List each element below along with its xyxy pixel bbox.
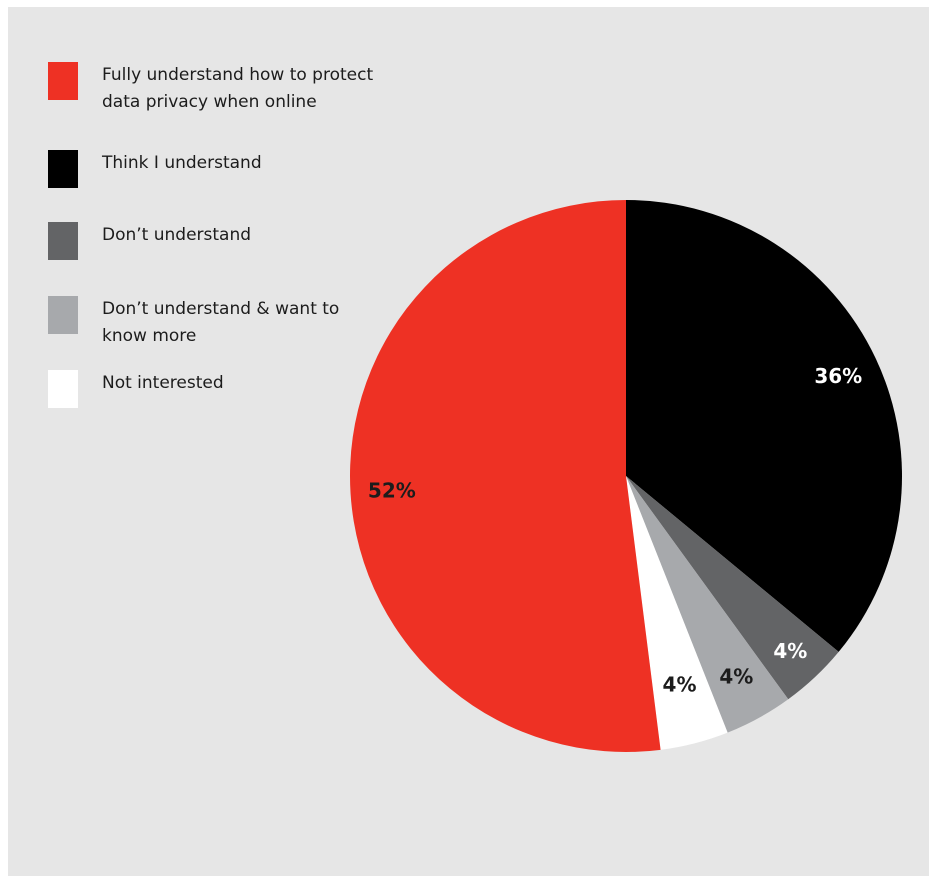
legend-item-want-to-know-more: Don’t understand & want to know more — [48, 296, 342, 350]
slice-think-understand — [626, 200, 902, 652]
legend-label: Fully understand how to protect data pri… — [102, 65, 374, 112]
legend-item-dont-understand: Don’t understand — [48, 222, 392, 260]
slice-want-to-know-more — [626, 476, 789, 733]
legend-label: Not interested — [102, 373, 224, 393]
label-want-to-know-more: 4% — [719, 665, 753, 689]
legend-label: Don’t understand & want to know more — [102, 299, 340, 346]
legend-swatch-white — [48, 370, 78, 408]
legend-item-think-understand: Think I understand — [48, 150, 392, 188]
label-think-understand: 36% — [814, 364, 862, 388]
label-fully-understand: 52% — [368, 479, 416, 503]
slice-dont-understand — [626, 476, 839, 700]
legend-swatch-light-gray — [48, 296, 78, 334]
legend-item-not-interested: Not interested — [48, 370, 392, 408]
legend-swatch-red — [48, 62, 78, 100]
legend-item-fully-understand: Fully understand how to protect data pri… — [48, 62, 402, 116]
slice-not-interested — [626, 476, 728, 750]
slice-fully-understand — [350, 200, 661, 752]
label-dont-understand: 4% — [773, 639, 807, 663]
legend-label: Don’t understand — [102, 225, 252, 245]
label-not-interested: 4% — [663, 673, 697, 697]
legend-label: Think I understand — [102, 153, 262, 173]
legend-swatch-black — [48, 150, 78, 188]
legend-swatch-dark-gray — [48, 222, 78, 260]
